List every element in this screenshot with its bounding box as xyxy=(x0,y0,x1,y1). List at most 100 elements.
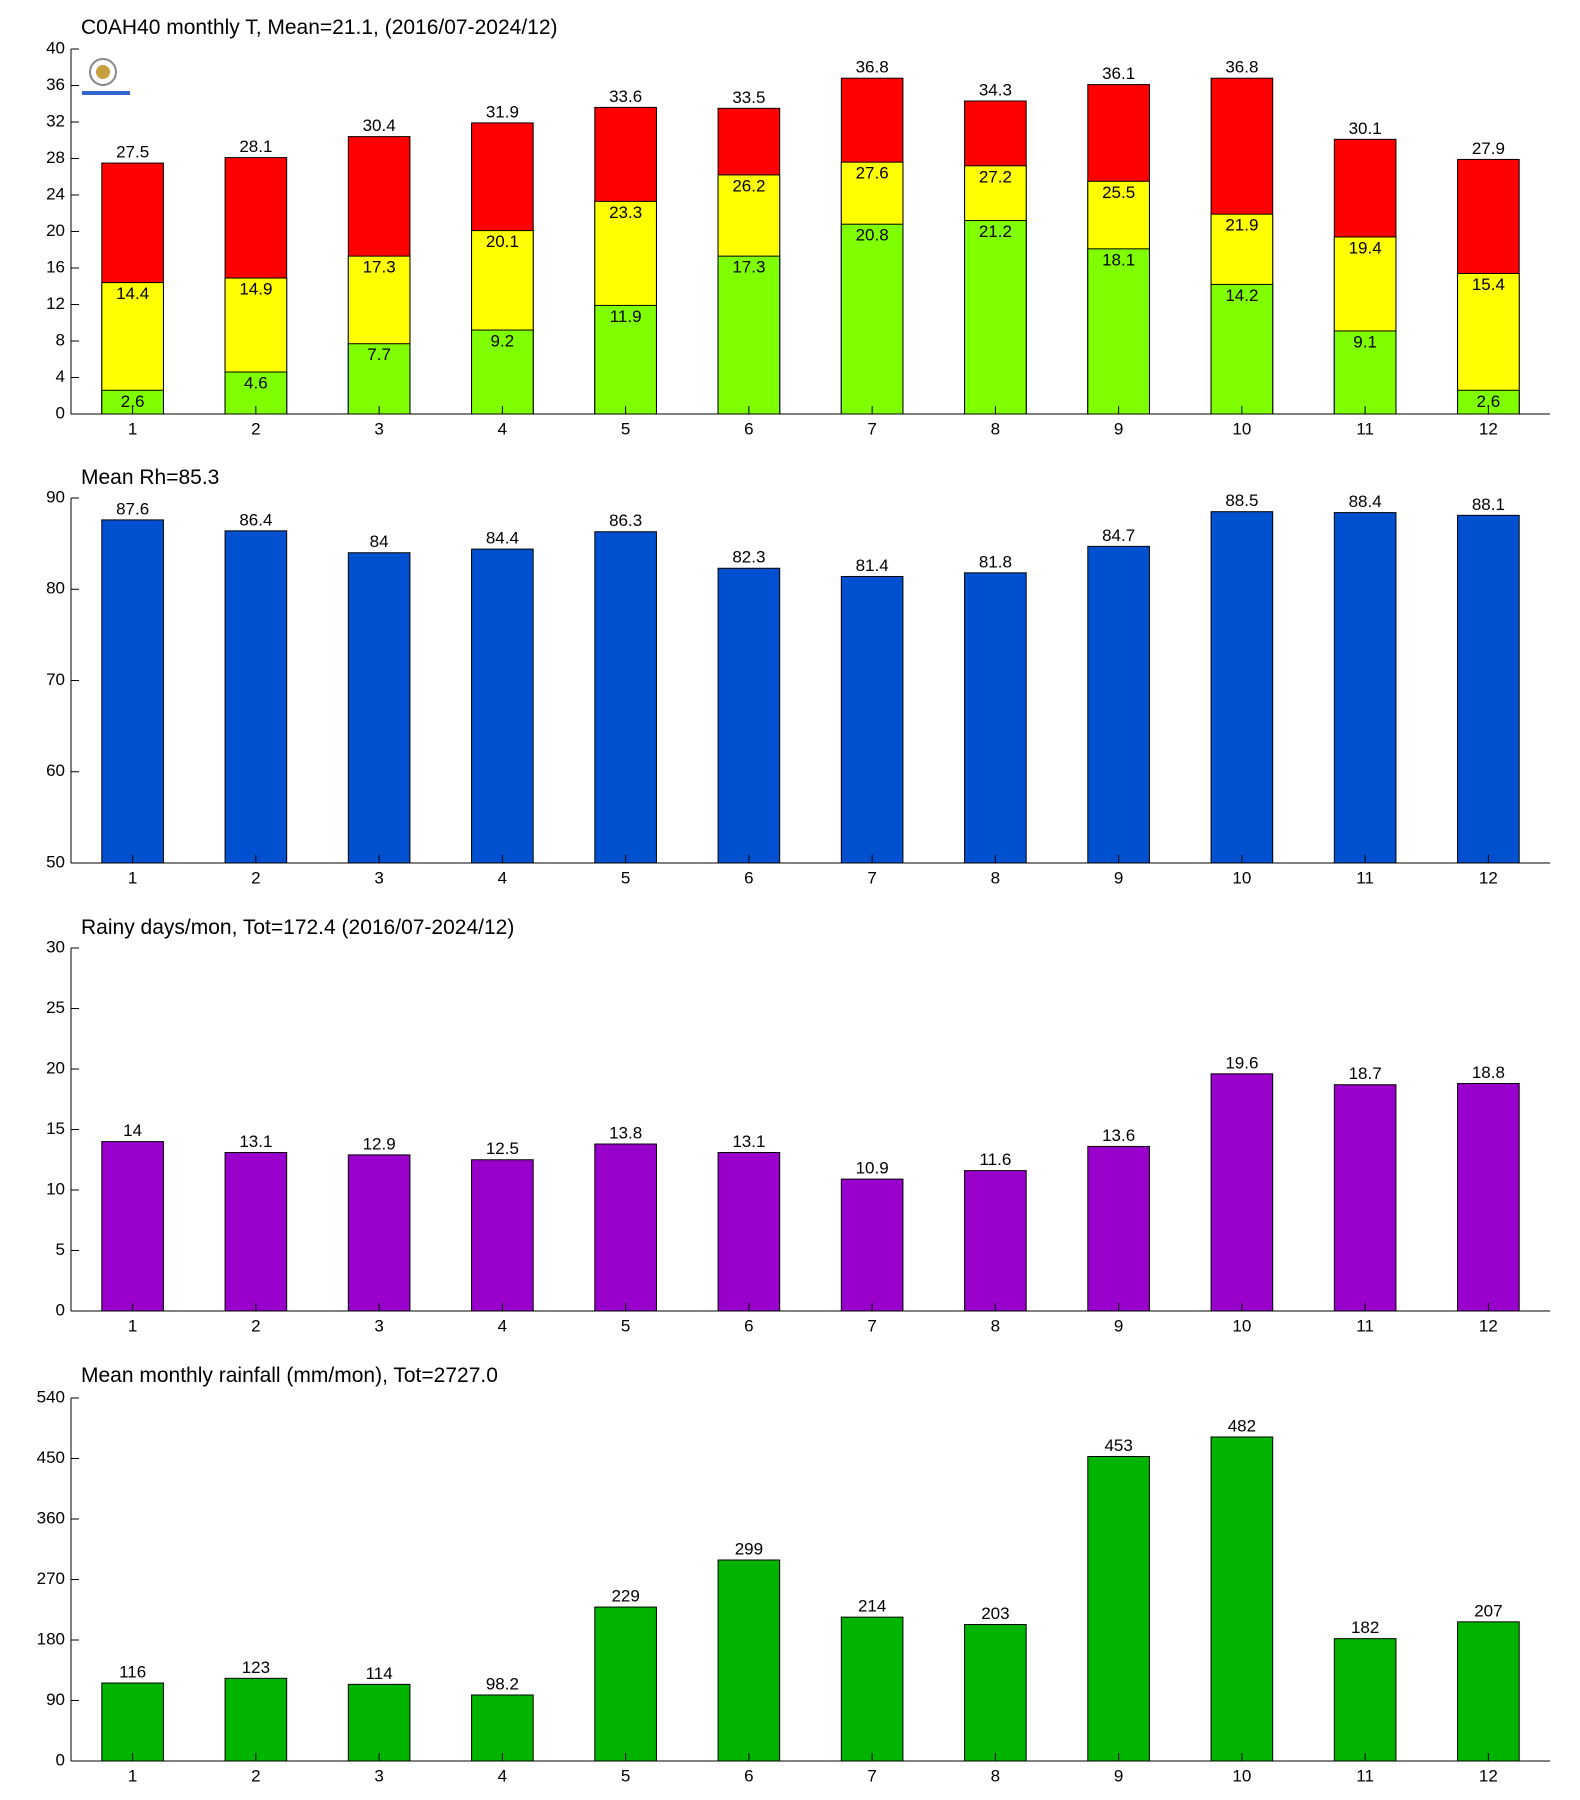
value-label: 14.4 xyxy=(116,284,149,303)
value-label: 9.1 xyxy=(1353,332,1377,351)
value-label: 27.2 xyxy=(979,167,1012,186)
x-tick-label: 10 xyxy=(1232,419,1251,438)
bar xyxy=(101,1141,164,1312)
bar xyxy=(964,220,1027,415)
x-tick-label: 1 xyxy=(128,1766,137,1785)
x-tick-label: 4 xyxy=(498,1766,507,1785)
bar xyxy=(964,1170,1027,1312)
value-label: 10.9 xyxy=(856,1159,889,1178)
value-label: 81.8 xyxy=(979,552,1012,571)
value-label: 114 xyxy=(366,1664,393,1683)
value-label: 30.1 xyxy=(1349,119,1382,138)
value-label: 453 xyxy=(1104,1436,1132,1455)
bar xyxy=(1210,1073,1274,1312)
bar xyxy=(594,531,657,864)
y-tick-label: 60 xyxy=(46,761,65,780)
bar xyxy=(347,552,411,864)
y-tick-label: 30 xyxy=(46,937,65,956)
bar xyxy=(964,1624,1027,1762)
x-tick-label: 4 xyxy=(498,419,507,438)
bar xyxy=(347,1683,411,1762)
bar xyxy=(1457,514,1520,864)
value-label: 88.1 xyxy=(1472,495,1505,514)
x-tick-label: 12 xyxy=(1479,419,1498,438)
value-label: 88.5 xyxy=(1225,491,1258,510)
y-tick-label: 20 xyxy=(46,221,65,240)
value-label: 26.2 xyxy=(732,176,765,195)
bar xyxy=(101,519,164,864)
value-label: 36.8 xyxy=(856,58,889,77)
y-tick-label: 5 xyxy=(56,1240,65,1259)
y-tick-label: 12 xyxy=(46,294,65,313)
value-label: 14 xyxy=(123,1121,142,1140)
x-tick-label: 7 xyxy=(867,419,876,438)
bar xyxy=(224,1151,288,1312)
bar xyxy=(1333,1638,1397,1762)
value-label: 87.6 xyxy=(116,499,149,518)
y-tick-label: 8 xyxy=(56,330,65,349)
chart-title: Rainy days/mon, Tot=172.4 (2016/07-2024/… xyxy=(81,916,514,939)
value-label: 17.3 xyxy=(732,258,765,277)
bar xyxy=(471,548,534,864)
x-tick-label: 11 xyxy=(1356,419,1374,438)
value-label: 116 xyxy=(119,1663,146,1682)
bar xyxy=(347,1154,411,1312)
bar xyxy=(1087,545,1150,864)
value-label: 19.4 xyxy=(1349,238,1382,257)
y-tick-label: 4 xyxy=(56,367,65,386)
x-tick-label: 2 xyxy=(251,1766,260,1785)
value-label: 11.9 xyxy=(610,307,642,326)
bar xyxy=(1210,511,1274,864)
bar xyxy=(1333,512,1397,864)
bar xyxy=(717,255,781,415)
bar xyxy=(1457,1083,1520,1312)
x-tick-label: 7 xyxy=(867,868,876,887)
x-tick-label: 3 xyxy=(374,1766,383,1785)
value-label: 11.6 xyxy=(979,1150,1011,1169)
x-tick-label: 8 xyxy=(991,868,1000,887)
value-label: 21.2 xyxy=(979,222,1012,241)
value-label: 182 xyxy=(1351,1618,1379,1637)
x-tick-label: 10 xyxy=(1232,868,1251,887)
x-tick-label: 1 xyxy=(128,1316,137,1335)
bar xyxy=(1087,1145,1150,1312)
logo xyxy=(82,58,130,95)
value-label: 30.4 xyxy=(363,116,396,135)
bar xyxy=(1210,1436,1274,1762)
bar xyxy=(1087,1455,1150,1762)
value-label: 4.6 xyxy=(244,374,268,393)
y-tick-label: 450 xyxy=(37,1448,65,1467)
y-tick-label: 270 xyxy=(37,1569,65,1588)
y-tick-label: 540 xyxy=(37,1387,65,1406)
bar xyxy=(471,1694,534,1762)
x-tick-label: 11 xyxy=(1356,868,1374,887)
y-tick-label: 15 xyxy=(46,1119,65,1138)
bar xyxy=(840,1616,904,1762)
value-label: 31.9 xyxy=(486,102,519,121)
value-label: 81.4 xyxy=(856,556,889,575)
value-label: 13.6 xyxy=(1102,1126,1135,1145)
bar xyxy=(964,572,1027,864)
y-tick-label: 50 xyxy=(46,852,65,871)
value-label: 299 xyxy=(735,1539,763,1558)
x-tick-label: 6 xyxy=(744,1766,753,1785)
value-label: 17.3 xyxy=(363,258,396,277)
value-label: 84.7 xyxy=(1102,526,1135,545)
chart-title: Mean monthly rainfall (mm/mon), Tot=2727… xyxy=(81,1364,498,1387)
chart-title: C0AH40 monthly T, Mean=21.1, (2016/07-20… xyxy=(81,16,558,39)
y-tick-label: 32 xyxy=(46,111,65,130)
value-label: 123 xyxy=(242,1658,270,1677)
value-label: 84.4 xyxy=(486,529,519,548)
value-label: 25.5 xyxy=(1102,183,1135,202)
value-label: 13.1 xyxy=(239,1132,272,1151)
value-label: 23.3 xyxy=(609,203,642,222)
bar xyxy=(101,1682,164,1762)
x-tick-label: 6 xyxy=(744,868,753,887)
value-label: 13.8 xyxy=(609,1124,642,1143)
x-tick-label: 2 xyxy=(251,868,260,887)
x-tick-label: 7 xyxy=(867,1766,876,1785)
y-tick-label: 40 xyxy=(46,38,65,57)
value-label: 12.9 xyxy=(363,1134,396,1153)
bar xyxy=(1457,1621,1520,1762)
value-label: 214 xyxy=(858,1597,886,1616)
